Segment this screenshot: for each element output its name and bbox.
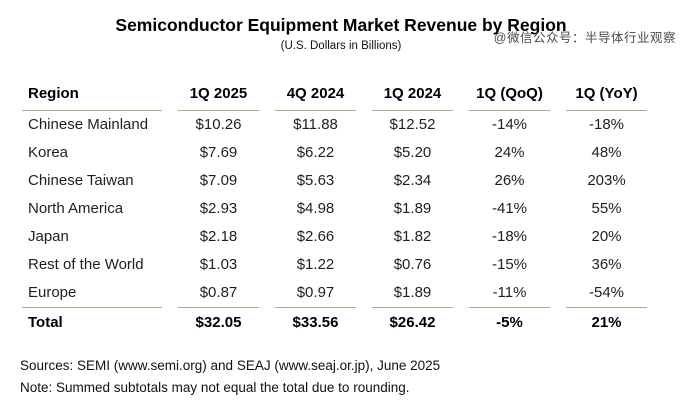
table-cell: $5.63 (296, 172, 335, 189)
total-cell: $32.05 (195, 314, 242, 331)
column-header-1q2025: 1Q 2025 (178, 72, 259, 111)
column-header-yoy: 1Q (YoY) (566, 72, 647, 111)
table-cell: $7.69 (199, 144, 238, 161)
table-cell: -14% (491, 116, 528, 133)
footer-notes: Sources: SEMI (www.semi.org) and SEAJ (w… (20, 355, 682, 399)
table-row-chinese-mainland: Chinese Mainland $10.26 $11.88 $12.52 -1… (22, 111, 647, 139)
table-cell: $2.18 (199, 228, 238, 245)
watermark-wechat-account: @微信公众号：半导体行业观察 (493, 31, 676, 45)
table-row-japan: Japan $2.18 $2.66 $1.82 -18% 20% (22, 223, 647, 251)
table-cell: -15% (491, 256, 528, 273)
table-cell: $1.89 (372, 279, 453, 308)
table-cell: -41% (491, 200, 528, 217)
revenue-table: Region 1Q 2025 4Q 2024 1Q 2024 1Q (QoQ) … (6, 72, 663, 338)
table-cell: $5.20 (393, 144, 432, 161)
region-label: Chinese Mainland (28, 116, 149, 133)
table-cell: 48% (591, 144, 622, 161)
region-label: Rest of the World (28, 256, 144, 273)
table-cell: $12.52 (389, 116, 436, 133)
table-row-chinese-taiwan: Chinese Taiwan $7.09 $5.63 $2.34 26% 203… (22, 167, 647, 195)
table-cell: $4.98 (296, 200, 335, 217)
table-header-row: Region 1Q 2025 4Q 2024 1Q 2024 1Q (QoQ) … (22, 72, 647, 111)
total-cell: $26.42 (389, 314, 436, 331)
table-cell: $1.03 (199, 256, 238, 273)
table-cell: $1.89 (393, 200, 432, 217)
column-header-qoq: 1Q (QoQ) (469, 72, 550, 111)
table-cell: $0.76 (393, 256, 432, 273)
region-label: Chinese Taiwan (28, 172, 134, 189)
total-label: Total (28, 314, 63, 331)
table-cell: $1.82 (393, 228, 432, 245)
table-cell: $0.87 (178, 279, 259, 308)
region-label: Korea (28, 144, 69, 161)
table-cell: $2.93 (199, 200, 238, 217)
column-header-4q2024: 4Q 2024 (275, 72, 356, 111)
table-row-north-america: North America $2.93 $4.98 $1.89 -41% 55% (22, 195, 647, 223)
table-row-rest-of-world: Rest of the World $1.03 $1.22 $0.76 -15%… (22, 251, 647, 279)
table-cell: -18% (588, 116, 625, 133)
table-cell: $1.22 (296, 256, 335, 273)
column-header-region: Region (22, 72, 162, 111)
table-cell: 20% (591, 228, 622, 245)
table-cell: $7.09 (199, 172, 238, 189)
table-cell: 26% (494, 172, 525, 189)
table-row-total: Total $32.05 $33.56 $26.42 -5% 21% (22, 308, 647, 338)
total-cell: $33.56 (292, 314, 339, 331)
table-row-korea: Korea $7.69 $6.22 $5.20 24% 48% (22, 139, 647, 167)
table-cell: -54% (566, 279, 647, 308)
chart-title: Semiconductor Equipment Market Revenue b… (115, 15, 567, 35)
region-label: Japan (28, 228, 69, 245)
table-cell: $6.22 (296, 144, 335, 161)
table-cell: $2.66 (296, 228, 335, 245)
table-cell: $11.88 (293, 116, 338, 133)
table-cell: $0.97 (275, 279, 356, 308)
region-label: North America (28, 200, 124, 217)
table-cell: $10.26 (195, 116, 242, 133)
table-cell: $2.34 (393, 172, 432, 189)
table-cell: 203% (587, 172, 626, 189)
table-cell: 24% (494, 144, 525, 161)
table-cell: 55% (591, 200, 622, 217)
chart-subtitle: (U.S. Dollars in Billions) (280, 40, 402, 52)
region-label: Europe (22, 279, 162, 308)
table-row-europe: Europe $0.87 $0.97 $1.89 -11% -54% (22, 279, 647, 308)
table-cell: -18% (491, 228, 528, 245)
total-cell: 21% (591, 314, 622, 331)
table-cell: -11% (469, 279, 550, 308)
table-cell: 36% (591, 256, 622, 273)
sources-line: Sources: SEMI (www.semi.org) and SEAJ (w… (20, 358, 441, 373)
total-cell: -5% (496, 314, 523, 331)
column-header-1q2024: 1Q 2024 (372, 72, 453, 111)
rounding-note: Note: Summed subtotals may not equal the… (20, 380, 410, 395)
